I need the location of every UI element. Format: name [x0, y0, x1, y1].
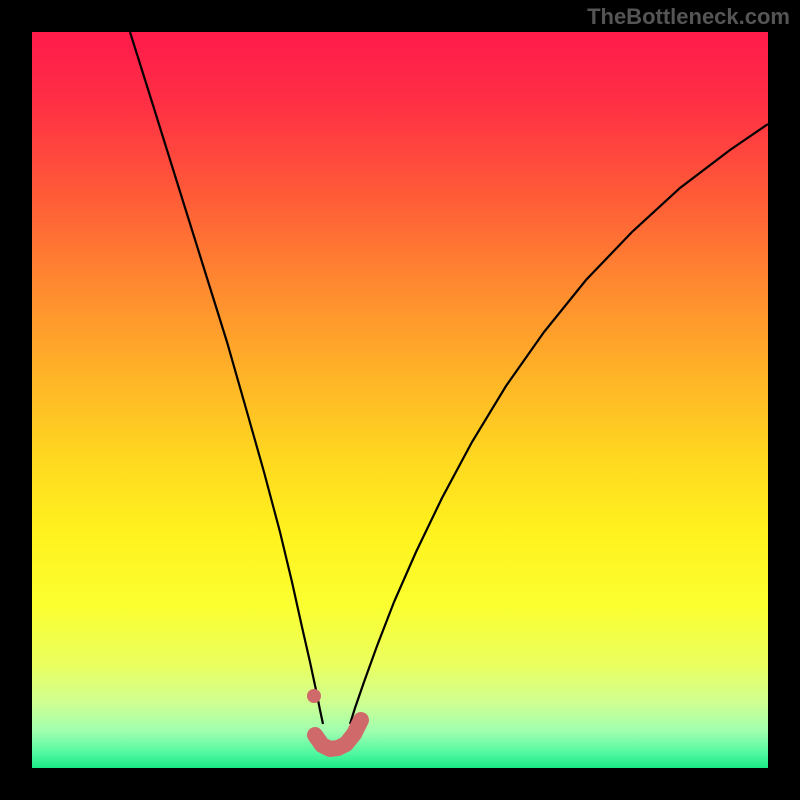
curve-overlay [32, 32, 768, 768]
left-curve [130, 32, 323, 724]
right-curve [350, 124, 768, 724]
watermark-text: TheBottleneck.com [587, 4, 790, 30]
marker-band [315, 720, 361, 749]
marker-dot [307, 689, 321, 703]
plot-area [32, 32, 768, 768]
